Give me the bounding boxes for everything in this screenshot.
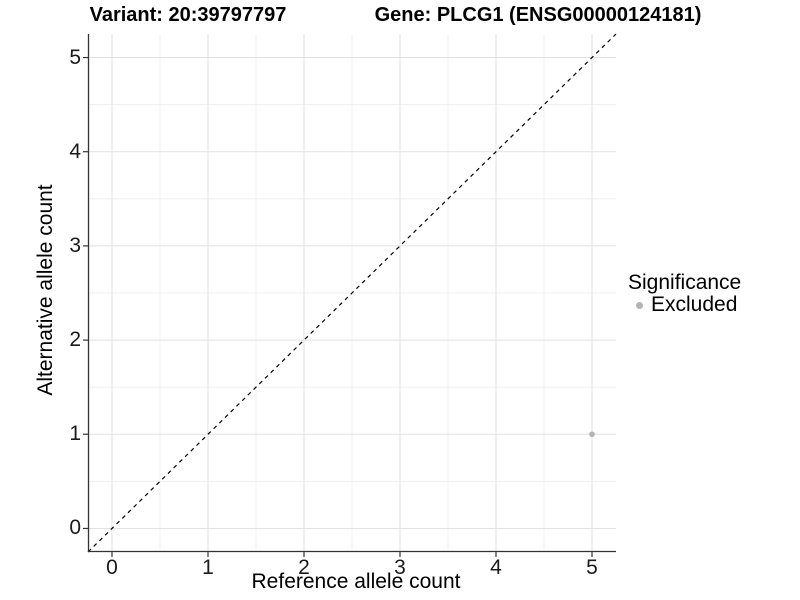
y-tick-label: 1: [69, 422, 81, 446]
y-tick-label: 3: [69, 233, 81, 257]
identity-reference-line: [87, 33, 617, 553]
data-point: [589, 431, 595, 438]
y-tick-label: 0: [69, 516, 81, 540]
plot-panel: [83, 33, 617, 557]
y-axis-title: Alternative allele count: [34, 184, 57, 396]
legend-item: Excluded: [628, 293, 741, 316]
x-axis-title: Reference allele count: [251, 570, 461, 593]
y-tick-label: 5: [69, 45, 81, 69]
x-tick-label: 1: [202, 556, 214, 579]
plot-canvas: [83, 33, 617, 557]
x-tick-label: 4: [490, 556, 502, 579]
legend-item-label: Excluded: [651, 293, 738, 316]
legend: Significance Excluded: [628, 271, 742, 316]
plot-title-gene: Gene: PLCG1 (ENSG00000124181): [374, 4, 702, 26]
y-tick-label: 4: [69, 139, 81, 163]
y-tick-label: 2: [69, 328, 81, 352]
legend-items: Excluded: [628, 293, 741, 316]
x-tick-label: 5: [586, 556, 598, 579]
x-tick-label: 2: [298, 556, 310, 579]
plot-title-variant: Variant: 20:39797797: [89, 4, 287, 26]
x-tick-label: 0: [106, 556, 118, 579]
x-tick-label: 3: [394, 556, 406, 579]
legend-key-dot-icon: [636, 301, 643, 309]
legend-title: Significance: [628, 271, 742, 294]
